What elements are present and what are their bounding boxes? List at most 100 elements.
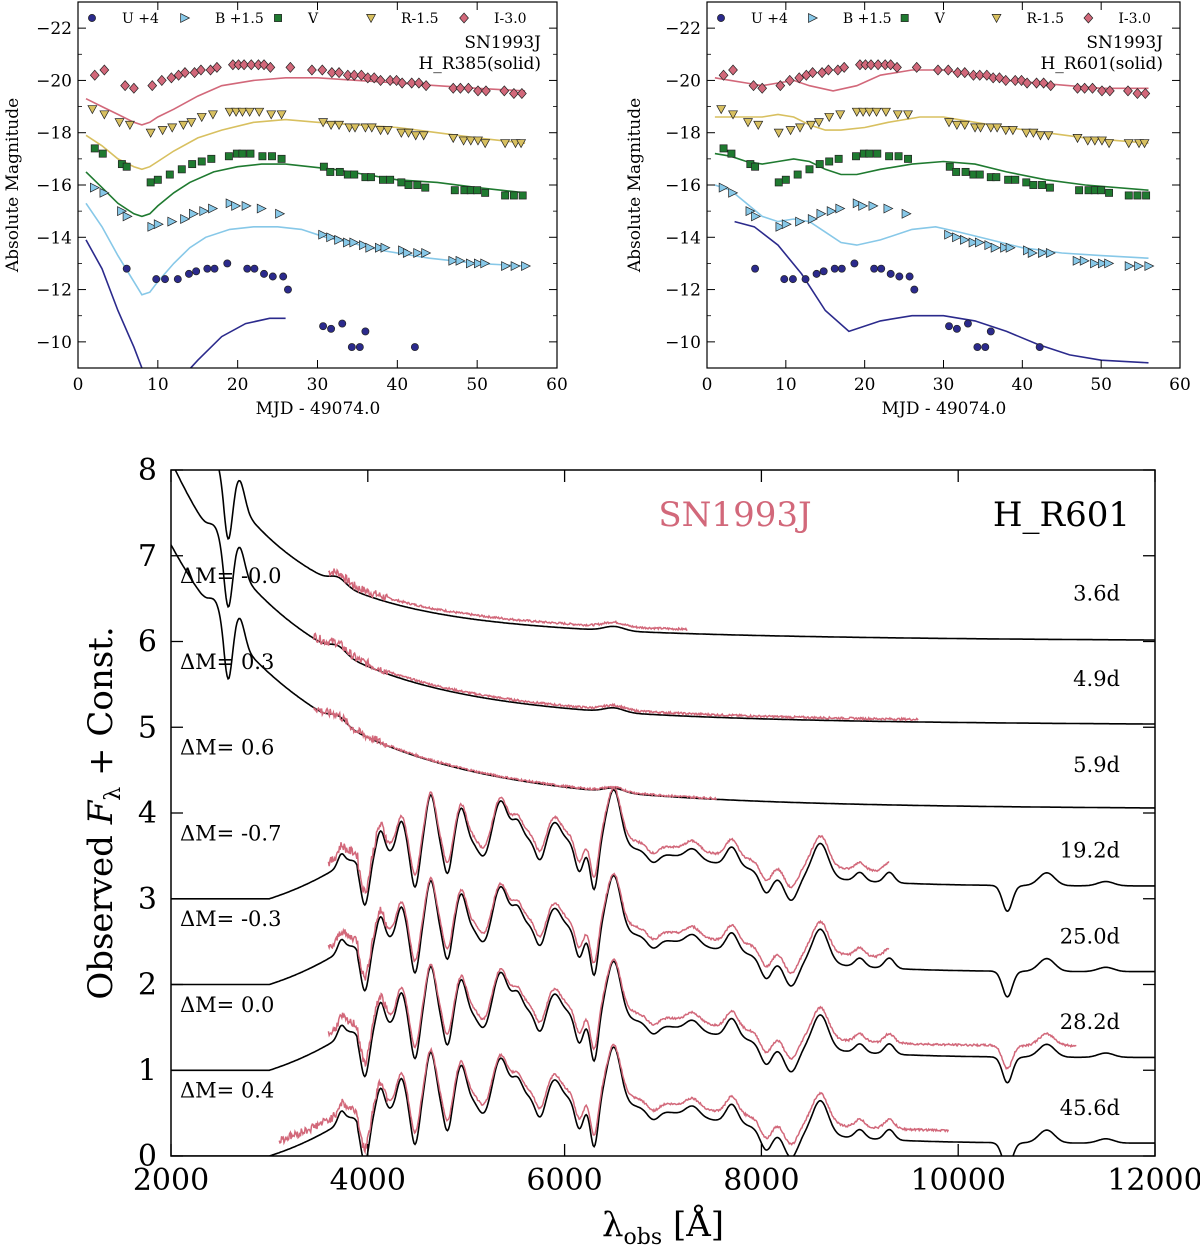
data-point <box>826 206 837 217</box>
data-point <box>239 59 249 71</box>
legend-label: U +4 <box>122 11 159 27</box>
data-point <box>231 107 242 117</box>
data-point <box>362 72 373 84</box>
data-point <box>152 275 161 284</box>
x-tick-label: 12000 <box>1107 1163 1200 1198</box>
data-point <box>945 162 954 171</box>
data-point <box>1079 255 1090 266</box>
data-point <box>1104 139 1115 149</box>
x-tick-label: 60 <box>1169 375 1191 395</box>
data-point <box>794 72 805 84</box>
y-tick-label: −10 <box>665 333 701 353</box>
data-point <box>1007 126 1018 136</box>
data-point <box>258 152 267 161</box>
spectrum-45.6d <box>171 1043 1155 1156</box>
data-point <box>359 240 369 251</box>
data-point <box>904 154 912 163</box>
data-point <box>910 285 919 294</box>
x-tick-label: 0 <box>73 375 84 395</box>
legend-marker <box>808 13 819 23</box>
data-point <box>122 264 131 273</box>
data-point <box>1004 175 1013 184</box>
y-tick-label: −20 <box>665 71 701 91</box>
data-point <box>1124 261 1135 272</box>
data-point <box>819 267 828 276</box>
legend: U +4 B +1.5 V R-1.5 I-3.0 <box>717 11 1151 27</box>
data-point <box>903 110 914 120</box>
y-tick-label: −14 <box>665 228 701 248</box>
data-point <box>256 203 267 214</box>
data-point <box>852 152 860 161</box>
data-point <box>1105 188 1113 197</box>
data-point <box>870 264 879 273</box>
x-axis-label: λobs [Å] <box>602 1204 724 1246</box>
data-point <box>455 82 466 94</box>
data-point <box>349 237 360 248</box>
data-point <box>716 105 727 115</box>
data-point <box>807 214 818 224</box>
legend-label: U +4 <box>751 11 788 27</box>
legend-label: R-1.5 <box>1027 11 1065 27</box>
spectrum-4.9d <box>174 470 1155 725</box>
data-point <box>350 170 359 179</box>
y-axis-label: Observed Fλ + Const. <box>81 626 126 999</box>
x-tick-label: 0 <box>702 375 713 395</box>
x-tick-label: 40 <box>387 375 409 395</box>
data-point <box>237 107 248 117</box>
data-point <box>161 275 169 284</box>
data-point <box>355 343 364 352</box>
data-point <box>1045 183 1054 192</box>
data-point <box>753 120 764 130</box>
data-point <box>1011 175 1020 184</box>
data-point <box>517 87 527 100</box>
data-point <box>952 67 963 79</box>
data-point <box>343 237 354 248</box>
data-point <box>866 59 876 71</box>
data-point <box>480 139 491 149</box>
data-point <box>1027 248 1038 258</box>
data-point <box>1038 248 1049 258</box>
data-point <box>745 206 756 217</box>
data-point <box>275 208 286 219</box>
data-point <box>992 173 1001 182</box>
legend-label: B +1.5 <box>843 11 892 27</box>
legend-marker <box>1083 12 1094 24</box>
data-point <box>473 85 483 97</box>
x-tick-label: 40 <box>1012 375 1034 395</box>
data-point <box>421 248 432 258</box>
legend-label: I-3.0 <box>1118 11 1151 27</box>
delta-mag-label: ΔM= -0.3 <box>180 907 281 931</box>
data-point <box>404 181 413 189</box>
data-point <box>1072 255 1083 266</box>
data-point <box>835 203 846 214</box>
data-point <box>244 107 255 117</box>
data-point <box>166 72 177 84</box>
data-point <box>1104 258 1115 269</box>
data-point <box>1022 178 1031 187</box>
legend-label: B +1.5 <box>215 11 264 27</box>
data-point <box>1038 181 1046 189</box>
data-point <box>334 234 345 245</box>
data-point <box>775 80 786 92</box>
data-point <box>326 232 337 243</box>
spectra-marks <box>171 470 1155 1156</box>
data-point <box>839 61 850 73</box>
data-point <box>361 327 370 336</box>
y-tick-label: 2 <box>138 968 157 1003</box>
y-tick-label: −12 <box>665 281 701 301</box>
data-point <box>851 107 862 117</box>
data-point <box>728 110 739 120</box>
model-line <box>734 220 1149 364</box>
data-point <box>785 126 796 136</box>
data-point <box>1029 181 1038 189</box>
spectrum-25.0d <box>171 872 1155 998</box>
data-point <box>727 149 736 158</box>
data-point <box>825 157 834 166</box>
data-point <box>203 264 212 273</box>
data-point <box>238 149 247 158</box>
data-point <box>1090 258 1101 269</box>
data-point <box>380 242 391 253</box>
data-point <box>943 64 954 76</box>
data-point <box>718 69 729 81</box>
data-point <box>1035 131 1046 141</box>
